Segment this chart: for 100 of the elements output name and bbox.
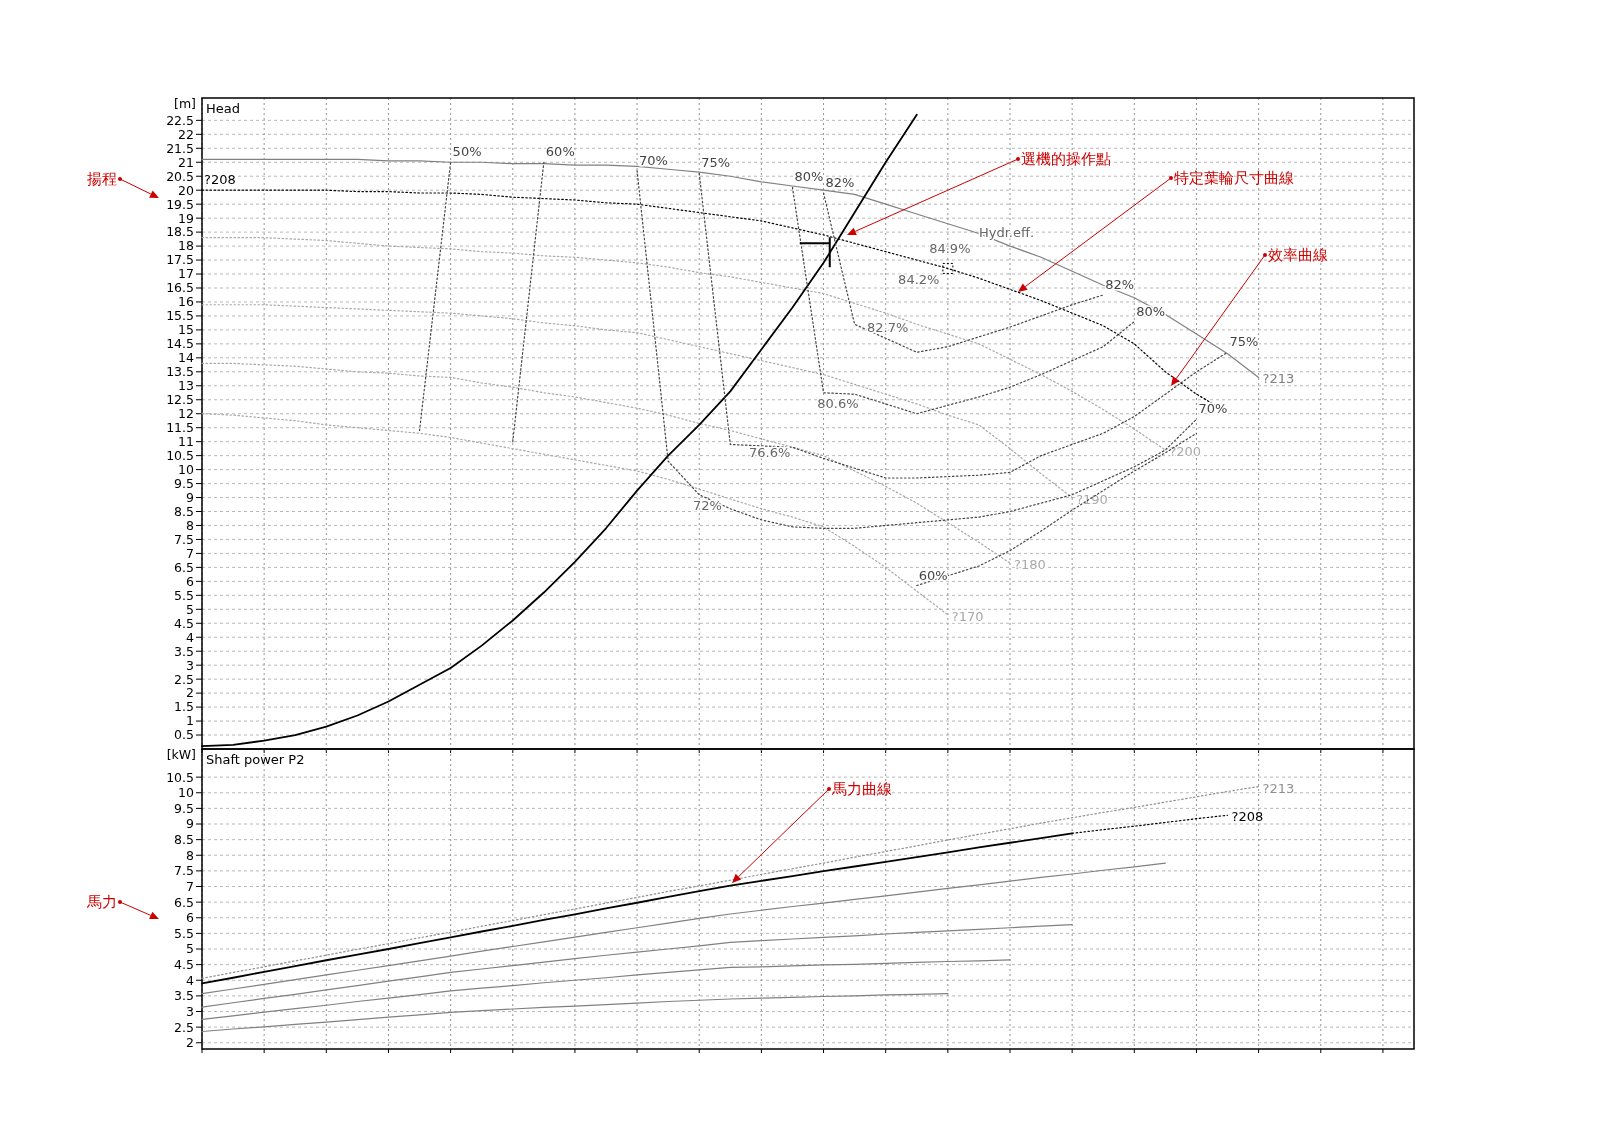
y-tick-label: 19.5 bbox=[166, 196, 194, 212]
annotation: 馬力曲線 bbox=[831, 780, 892, 799]
series-label: 75% bbox=[701, 155, 731, 171]
y-tick-label: 13 bbox=[178, 378, 194, 394]
y-tick-label: 1 bbox=[186, 713, 194, 729]
text: 80% bbox=[1136, 303, 1166, 319]
y-tick-label: 5 bbox=[186, 941, 194, 957]
text: 75% bbox=[1229, 334, 1259, 350]
y-tick-label: 2.5 bbox=[174, 1019, 194, 1035]
series-label: ?180 bbox=[1014, 557, 1046, 573]
y-tick-label: 19 bbox=[178, 210, 195, 226]
y-tick-label: 2 bbox=[186, 1035, 194, 1051]
y-tick-label: 3.5 bbox=[174, 988, 194, 1004]
y-tick-label: 20 bbox=[178, 182, 195, 198]
series-label: ?213 bbox=[1262, 371, 1295, 387]
annotation: 84.9% bbox=[929, 241, 971, 257]
y-tick-label: 8 bbox=[186, 517, 195, 533]
y-tick-label: 9 bbox=[186, 816, 195, 832]
y-tick-label: 9.5 bbox=[174, 800, 194, 816]
annotation: 80.6% bbox=[817, 396, 859, 412]
text: 馬力 bbox=[86, 893, 117, 912]
y-tick-label: 11.5 bbox=[166, 420, 194, 436]
y-tick-label: 3 bbox=[186, 1003, 194, 1019]
y-axis-title: [kW] bbox=[166, 747, 196, 762]
y-tick-label: 4 bbox=[186, 629, 195, 645]
y-tick-label: 15.5 bbox=[166, 308, 194, 324]
y-tick-label: 5.5 bbox=[174, 587, 194, 603]
y-tick-label: 6.5 bbox=[174, 894, 194, 910]
text: 82% bbox=[1105, 276, 1135, 292]
y-tick-label: 5 bbox=[186, 601, 194, 617]
line-series bbox=[201, 413, 949, 616]
annotation: 效率曲線 bbox=[1268, 246, 1328, 265]
series-label: 70% bbox=[639, 152, 668, 168]
y-tick-label: 15 bbox=[178, 322, 194, 338]
series-label: 82% bbox=[825, 175, 855, 190]
y-tick-label: 6 bbox=[186, 573, 195, 589]
y-tick-label: 5.5 bbox=[174, 925, 194, 941]
y-tick-label: 6 bbox=[186, 910, 195, 926]
y-tick-label: 3 bbox=[186, 657, 194, 673]
line-series bbox=[201, 362, 1011, 564]
annotation: 選機的操作點 bbox=[1021, 150, 1111, 169]
y-tick-label: 10 bbox=[178, 461, 195, 477]
y-tick-label: 4.5 bbox=[174, 615, 194, 631]
series-label: ?213 bbox=[1262, 780, 1295, 796]
y-tick-label: 8.5 bbox=[174, 503, 194, 519]
annotation: 84.2% bbox=[898, 272, 940, 288]
y-tick-label: 22.5 bbox=[166, 112, 194, 128]
chart-title: Shaft power P2 bbox=[206, 752, 305, 767]
y-tick-label: 7 bbox=[186, 545, 194, 561]
y-tick-label: 14.5 bbox=[166, 336, 194, 352]
y-tick-label: 1.5 bbox=[174, 699, 194, 715]
y-tick-label: 11 bbox=[178, 434, 194, 450]
y-tick-label: 10.5 bbox=[166, 769, 194, 785]
y-tick-label: 21 bbox=[178, 154, 194, 170]
y-tick-label: 17.5 bbox=[166, 252, 194, 268]
y-tick-label: 12 bbox=[178, 406, 194, 422]
y-tick-label: 21.5 bbox=[166, 140, 194, 156]
y-tick-label: 4 bbox=[186, 972, 195, 988]
y-tick-label: 9 bbox=[186, 489, 195, 505]
y-tick-label: 3.5 bbox=[174, 643, 194, 659]
text: 揚程 bbox=[87, 170, 117, 189]
y-tick-label: 16 bbox=[178, 294, 195, 310]
y-tick-label: 22 bbox=[178, 126, 194, 142]
series-label: ?170 bbox=[951, 608, 984, 624]
y-tick-label: 20.5 bbox=[166, 168, 194, 184]
y-tick-label: 8 bbox=[186, 847, 195, 863]
line-series bbox=[201, 304, 1073, 499]
annotation: Hydr.eff. bbox=[978, 224, 1035, 240]
y-tick-label: 9.5 bbox=[174, 475, 194, 491]
series-label: 60% bbox=[918, 567, 948, 583]
y-tick-label: 18 bbox=[178, 238, 195, 254]
y-tick-label: 10 bbox=[178, 785, 195, 801]
y-tick-label: 14 bbox=[178, 350, 195, 366]
y-tick-label: 8.5 bbox=[174, 832, 194, 847]
y-tick-label: 0.5 bbox=[174, 727, 194, 743]
series-label: ?208 bbox=[1231, 809, 1264, 825]
annotation: 特定葉輪尺寸曲線 bbox=[1174, 169, 1294, 188]
y-tick-label: 17 bbox=[178, 266, 194, 282]
annotation: 82.7% bbox=[867, 319, 909, 335]
series-label: 60% bbox=[545, 144, 575, 160]
y-tick-label: 7 bbox=[186, 878, 194, 894]
series-label: ?208 bbox=[204, 172, 236, 188]
annotation: 72% bbox=[693, 498, 722, 514]
y-tick-label: 18.5 bbox=[166, 224, 194, 240]
y-tick-label: 7.5 bbox=[174, 863, 194, 879]
annotation: 76.6% bbox=[748, 445, 791, 461]
y-tick-label: 13.5 bbox=[166, 364, 194, 380]
line-series bbox=[822, 192, 1104, 353]
chart-title: Head bbox=[206, 101, 240, 116]
y-tick-label: 4.5 bbox=[174, 957, 194, 972]
text: 70% bbox=[1198, 401, 1228, 417]
y-tick-label: 2.5 bbox=[174, 671, 194, 687]
y-tick-label: 6.5 bbox=[174, 559, 194, 575]
y-tick-label: 7.5 bbox=[174, 531, 194, 547]
y-tick-label: 2 bbox=[186, 685, 194, 701]
y-tick-label: 12.5 bbox=[166, 392, 194, 408]
y-tick-label: 16.5 bbox=[166, 280, 194, 296]
line-series bbox=[791, 186, 1135, 415]
y-tick-label: 10.5 bbox=[166, 448, 194, 464]
series-label: 50% bbox=[452, 144, 482, 160]
